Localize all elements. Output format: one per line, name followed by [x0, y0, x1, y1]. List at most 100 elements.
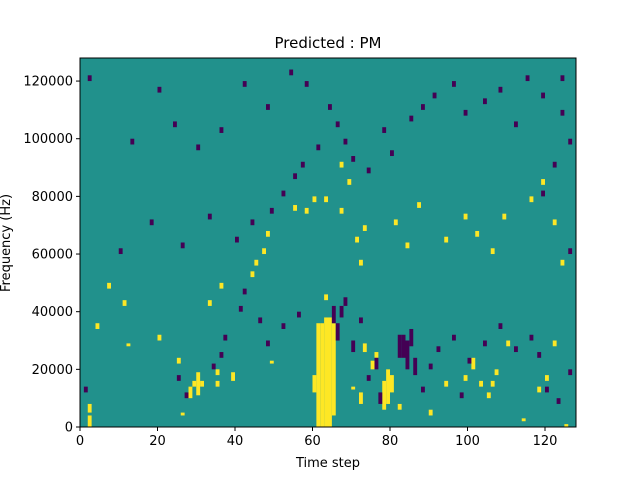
low-cell-72 — [541, 190, 545, 197]
low-cell-52 — [335, 121, 340, 128]
high-cell-40 — [564, 424, 569, 427]
low-cell-34 — [514, 346, 518, 353]
low-cell-1 — [184, 392, 189, 399]
high-cell-63 — [393, 219, 398, 226]
low-cell-35 — [529, 334, 534, 341]
high-cell-45 — [157, 334, 162, 341]
low-cell-4 — [219, 352, 224, 358]
x-tick-label-4: 80 — [382, 434, 399, 449]
low-cell-2 — [176, 375, 181, 381]
high-cell-13 — [320, 323, 325, 427]
low-cell-71 — [552, 161, 557, 168]
high-cell-62 — [362, 225, 367, 231]
high-cell-18 — [351, 386, 356, 390]
x-axis-label: Time step — [295, 456, 360, 471]
high-cell-48 — [219, 282, 224, 289]
high-cell-65 — [417, 202, 421, 208]
low-cell-56 — [382, 127, 387, 133]
high-cell-9 — [215, 369, 220, 376]
high-cell-67 — [463, 213, 468, 220]
low-cell-54 — [351, 156, 356, 162]
low-cell-30 — [459, 392, 464, 399]
y-axis: 0 20000 40000 60000 80000 100000 120000 — [23, 75, 80, 436]
high-cell-73 — [552, 219, 557, 226]
high-cell-60 — [355, 236, 359, 243]
high-cell-36 — [521, 418, 526, 422]
low-cell-21 — [397, 334, 402, 358]
low-cell-50 — [316, 144, 321, 151]
low-cell-39 — [568, 369, 573, 376]
low-cell-82 — [289, 69, 294, 76]
high-cell-31 — [479, 380, 483, 387]
low-cell-25 — [413, 357, 418, 376]
low-cell-19 — [374, 357, 379, 370]
low-cell-49 — [300, 161, 305, 168]
high-cell-53 — [293, 205, 297, 211]
high-cell-11 — [312, 375, 317, 393]
low-cell-41 — [149, 219, 154, 226]
high-cell-1 — [180, 412, 185, 416]
high-cell-19 — [359, 392, 363, 404]
high-cell-74 — [560, 259, 565, 266]
high-cell-0 — [87, 415, 92, 427]
high-cell-34 — [494, 369, 499, 376]
low-cell-15 — [343, 297, 348, 306]
high-cell-44 — [126, 343, 131, 347]
high-cell-15 — [328, 317, 332, 427]
plot-area — [79, 57, 577, 428]
low-cell-27 — [428, 363, 433, 370]
high-cell-71 — [529, 196, 534, 203]
high-cell-56 — [324, 196, 328, 203]
low-cell-36 — [537, 352, 542, 358]
low-cell-77 — [173, 121, 177, 128]
high-cell-29 — [463, 375, 468, 381]
high-cell-10 — [269, 360, 274, 364]
x-tick-label-2: 40 — [227, 434, 244, 449]
low-cell-69 — [560, 109, 565, 116]
high-cell-22 — [374, 352, 379, 358]
low-cell-65 — [514, 121, 518, 128]
high-cell-20 — [362, 343, 367, 353]
high-cell-12 — [316, 323, 321, 427]
low-cell-32 — [483, 340, 487, 347]
low-cell-63 — [483, 98, 487, 105]
high-cell-57 — [339, 207, 344, 214]
high-cell-42 — [107, 282, 111, 289]
low-cell-51 — [328, 104, 332, 110]
high-cell-59 — [347, 179, 352, 185]
y-axis-label: Frequency (Hz) — [0, 194, 14, 292]
high-cell-24 — [386, 369, 390, 404]
low-cell-11 — [297, 311, 301, 318]
y-tick-label-1: 20000 — [32, 363, 73, 378]
y-tick-label-5: 100000 — [23, 132, 73, 147]
low-cell-45 — [250, 219, 255, 226]
x-axis: 0 20 40 60 80 100 120 — [76, 427, 557, 449]
low-cell-5 — [223, 334, 228, 341]
low-cell-70 — [568, 138, 573, 145]
low-cell-17 — [359, 317, 363, 324]
low-cell-26 — [421, 386, 425, 393]
heatmap-cells — [83, 69, 573, 427]
high-cell-16 — [331, 323, 336, 416]
low-cell-76 — [157, 86, 162, 93]
high-cell-51 — [262, 248, 266, 255]
high-cell-64 — [405, 242, 410, 249]
high-cell-72 — [541, 179, 545, 185]
high-cell-55 — [312, 196, 317, 203]
high-cell-14 — [324, 317, 328, 427]
high-cell-46 — [176, 357, 181, 364]
low-cell-83 — [304, 81, 309, 87]
low-cell-62 — [463, 109, 468, 116]
low-cell-47 — [281, 190, 286, 197]
low-cell-28 — [436, 346, 441, 353]
high-cell-43 — [122, 300, 127, 306]
high-cell-70 — [502, 213, 507, 220]
low-cell-7 — [242, 288, 247, 295]
low-cell-38 — [556, 398, 561, 404]
high-cell-35 — [506, 340, 511, 347]
low-cell-0 — [83, 386, 88, 393]
y-tick-label-4: 80000 — [32, 190, 73, 205]
low-cell-6 — [238, 305, 243, 312]
low-cell-37 — [545, 386, 549, 393]
high-cell-37 — [537, 386, 542, 393]
